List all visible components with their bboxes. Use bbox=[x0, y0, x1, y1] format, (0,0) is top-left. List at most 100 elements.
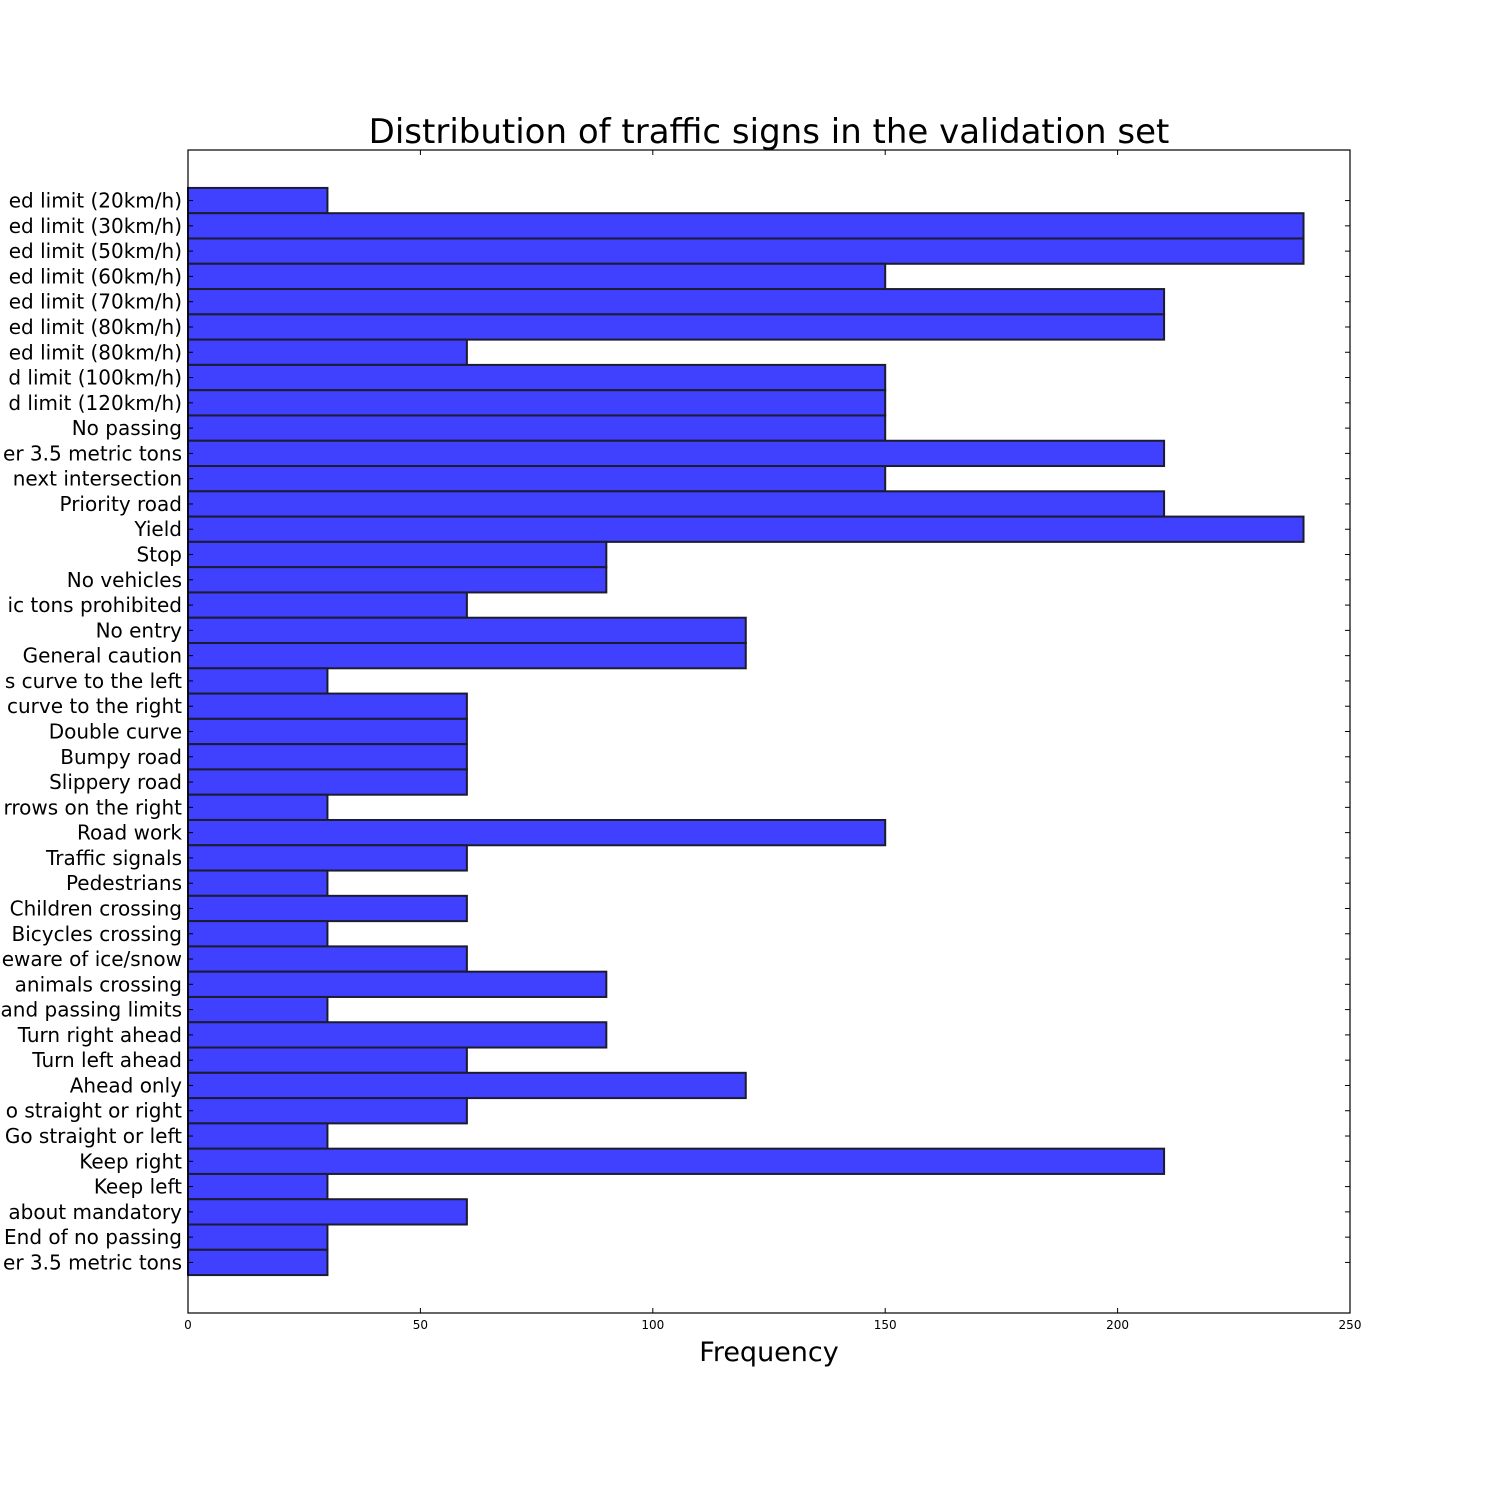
y-tick-label: ed limit (20km/h) bbox=[9, 189, 182, 213]
bar bbox=[187, 970, 608, 998]
bar bbox=[187, 1097, 468, 1125]
y-tick-label: Slippery road bbox=[49, 770, 182, 794]
y-tick-label: End of no passing bbox=[4, 1225, 182, 1249]
bar bbox=[187, 869, 329, 897]
y-tick-label: Children crossing bbox=[10, 896, 182, 920]
y-tick-label: rrows on the right bbox=[4, 795, 183, 819]
bar bbox=[187, 389, 887, 417]
y-tick-labels: ed limit (20km/h)ed limit (30km/h)ed lim… bbox=[1, 189, 183, 1275]
y-tick-label: No passing bbox=[72, 416, 182, 440]
bar bbox=[187, 237, 1305, 265]
x-tick-label: 200 bbox=[1106, 1318, 1129, 1332]
y-tick-label: ed limit (80km/h) bbox=[9, 340, 182, 364]
bar bbox=[187, 288, 1166, 316]
y-tick-label: Ahead only bbox=[70, 1073, 182, 1097]
bar bbox=[187, 818, 887, 847]
y-tick-label: ed limit (50km/h) bbox=[9, 239, 182, 263]
y-tick-label: er 3.5 metric tons bbox=[3, 441, 182, 465]
bar bbox=[187, 945, 468, 973]
y-tick-label: Keep left bbox=[94, 1175, 182, 1199]
bar bbox=[187, 642, 747, 670]
y-tick-label: er 3.5 metric tons bbox=[3, 1250, 182, 1274]
bar bbox=[187, 1021, 608, 1049]
bar bbox=[187, 566, 608, 594]
bar bbox=[187, 768, 468, 796]
bar bbox=[187, 793, 329, 821]
y-tick-label: General caution bbox=[23, 644, 182, 668]
bar bbox=[187, 515, 1305, 543]
bar bbox=[187, 465, 887, 493]
bar bbox=[187, 920, 329, 948]
y-tick-label: Pedestrians bbox=[66, 871, 182, 895]
bar bbox=[187, 692, 468, 720]
bar bbox=[187, 717, 468, 746]
bar bbox=[187, 844, 468, 872]
y-tick-marks bbox=[188, 200, 1350, 1263]
y-tick-label: ic tons prohibited bbox=[8, 593, 182, 617]
y-tick-label: d limit (120km/h) bbox=[8, 391, 182, 415]
y-tick-label: Traffic signals bbox=[45, 846, 182, 870]
y-tick-label: curve to the right bbox=[7, 694, 182, 718]
bar bbox=[187, 1046, 468, 1074]
chart-title: Distribution of traffic signs in the val… bbox=[369, 112, 1170, 152]
bar bbox=[187, 490, 1166, 518]
bar bbox=[187, 262, 887, 291]
bar bbox=[187, 338, 468, 366]
bar bbox=[187, 1122, 329, 1150]
y-tick-label: d limit (100km/h) bbox=[8, 366, 182, 390]
y-tick-label: ed limit (70km/h) bbox=[9, 290, 182, 314]
bar bbox=[187, 439, 1166, 468]
bar bbox=[187, 1223, 329, 1251]
y-tick-label: eware of ice/snow bbox=[2, 947, 182, 971]
bar bbox=[187, 1198, 468, 1226]
bar bbox=[187, 591, 468, 619]
y-tick-label: next intersection bbox=[6, 467, 182, 491]
bar bbox=[187, 1172, 329, 1201]
bar bbox=[187, 743, 468, 771]
y-tick-label: Yield bbox=[133, 517, 182, 541]
x-tick-label: 50 bbox=[413, 1318, 428, 1332]
y-tick-label: Road work bbox=[77, 821, 182, 845]
bar bbox=[187, 1071, 747, 1100]
bar bbox=[187, 667, 329, 695]
y-tick-label: Priority road bbox=[59, 492, 182, 516]
bar bbox=[187, 363, 887, 392]
x-axis-ticks: 0 50 100 150 200 250 bbox=[184, 150, 1361, 1332]
y-tick-label: ed limit (60km/h) bbox=[9, 264, 182, 288]
y-tick-label: No entry bbox=[96, 618, 183, 642]
y-tick-label: No vehicles bbox=[67, 568, 182, 592]
y-tick-label: animals crossing bbox=[8, 972, 182, 996]
x-tick-label: 100 bbox=[641, 1318, 664, 1332]
y-tick-label: ed limit (30km/h) bbox=[9, 214, 182, 238]
x-tick-label: 0 bbox=[184, 1318, 192, 1332]
bar bbox=[187, 212, 1305, 240]
x-tick-label: 150 bbox=[874, 1318, 897, 1332]
bar bbox=[187, 186, 329, 215]
y-tick-label: about mandatory bbox=[8, 1200, 182, 1224]
y-tick-label: Keep right bbox=[79, 1149, 182, 1173]
plot-frame bbox=[187, 149, 1351, 1314]
y-tick-label: Bicycles crossing bbox=[11, 922, 182, 946]
bars-group bbox=[187, 186, 1305, 1277]
bar bbox=[187, 1248, 329, 1277]
bar bbox=[187, 540, 608, 569]
y-tick-label: Stop bbox=[137, 543, 182, 567]
bar bbox=[187, 616, 747, 645]
bar bbox=[187, 414, 887, 442]
y-tick-label: Go straight or left bbox=[5, 1124, 182, 1148]
y-tick-label: and passing limits bbox=[1, 998, 182, 1022]
bar bbox=[187, 313, 1166, 341]
y-tick-label: Double curve bbox=[49, 720, 182, 744]
x-axis-label: Frequency bbox=[699, 1337, 839, 1368]
y-tick-label: ed limit (80km/h) bbox=[9, 315, 182, 339]
y-tick-label: o straight or right bbox=[6, 1099, 182, 1123]
y-tick-label: s curve to the left bbox=[5, 669, 182, 693]
y-tick-label: Bumpy road bbox=[60, 745, 182, 769]
bar bbox=[187, 894, 468, 923]
bar bbox=[187, 995, 329, 1024]
y-tick-label: Turn right ahead bbox=[17, 1023, 182, 1047]
y-tick-label: Turn left ahead bbox=[31, 1048, 182, 1072]
bar bbox=[187, 1147, 1166, 1175]
x-tick-label: 250 bbox=[1339, 1318, 1362, 1332]
